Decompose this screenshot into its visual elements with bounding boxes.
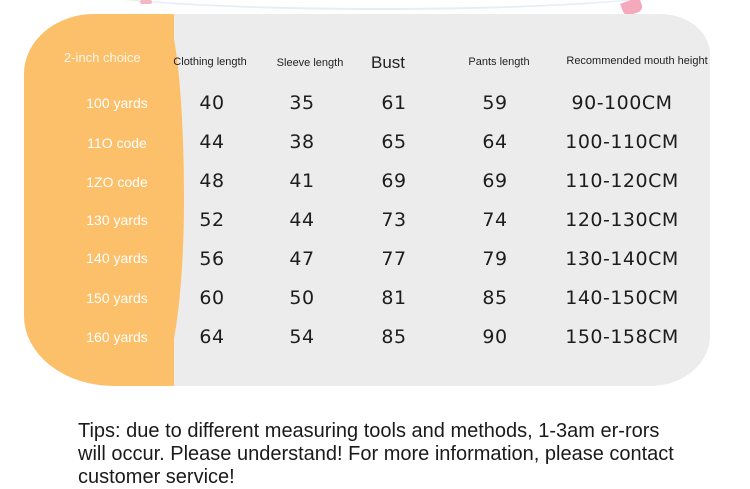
cell-pants-length: 85 [482,287,508,309]
cell-pants-length: 64 [482,131,508,153]
header-pants-length: Pants length [468,56,530,68]
cell-bust: 69 [381,170,407,192]
cell-sleeve-length: 35 [289,92,315,114]
cell-pants-length: 74 [482,209,508,231]
header-sleeve-length: Sleeve length [276,57,344,69]
row-label: 1ZO code [86,174,148,190]
cell-pants-length: 79 [482,248,508,270]
cell-recommended-height: 100-110CM [565,131,679,153]
row-label: 11O code [87,135,147,151]
cell-clothing-length: 60 [199,287,225,309]
cell-bust: 73 [381,209,407,231]
size-chart-table: 2-inch choice Clothing length Sleeve len… [24,14,710,386]
cell-bust: 85 [381,326,407,348]
row-label: 100 yards [86,95,148,111]
tips-text: Tips: due to different measuring tools a… [78,420,674,488]
cell-clothing-length: 52 [199,209,225,231]
cell-sleeve-length: 41 [289,170,315,192]
cell-sleeve-length: 50 [289,287,315,309]
cell-sleeve-length: 47 [289,248,315,270]
cell-clothing-length: 44 [199,131,225,153]
cell-pants-length: 59 [482,92,508,114]
header-bust: Bust [370,53,406,72]
cell-bust: 65 [381,131,407,153]
cell-recommended-height: 90-100CM [571,92,673,114]
cell-recommended-height: 150-158CM [565,326,679,348]
row-label: 140 yards [86,250,148,266]
cell-clothing-length: 56 [199,248,225,270]
cell-pants-length: 69 [482,170,508,192]
decorative-arc [60,0,700,10]
cell-sleeve-length: 38 [289,131,315,153]
choice-label: 2-inch choice [64,50,141,65]
row-label: 150 yards [86,290,148,306]
cell-bust: 77 [381,248,407,270]
cell-recommended-height: 130-140CM [565,248,679,270]
size-column-background [24,14,184,386]
cell-bust: 81 [381,287,407,309]
cell-clothing-length: 40 [199,92,225,114]
row-label: 130 yards [86,212,148,228]
cell-pants-length: 90 [482,326,508,348]
decorative-tag-small [140,0,152,4]
cell-sleeve-length: 44 [289,209,315,231]
cell-clothing-length: 64 [199,326,225,348]
cell-bust: 61 [381,92,407,114]
cell-clothing-length: 48 [199,170,225,192]
cell-recommended-height: 140-150CM [565,287,679,309]
header-recommended-height: Recommended mouth height [566,55,708,67]
row-label: 160 yards [86,329,148,345]
cell-recommended-height: 120-130CM [565,209,679,231]
cell-recommended-height: 110-120CM [565,170,679,192]
header-clothing-length: Clothing length [173,56,247,68]
cell-sleeve-length: 54 [289,326,315,348]
